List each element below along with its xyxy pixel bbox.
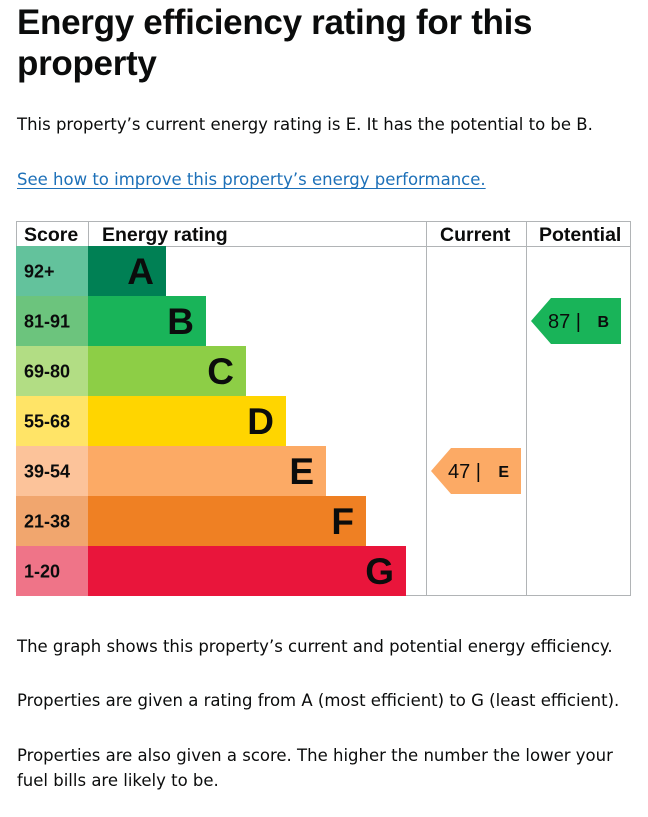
band-bar — [88, 396, 286, 446]
band-letter: F — [331, 501, 354, 542]
band-letter: B — [167, 301, 194, 342]
band-bar — [88, 346, 246, 396]
band-score-cell — [16, 296, 88, 346]
graph-description: The graph shows this property’s current … — [17, 637, 613, 656]
rating-summary: This property’s current energy rating is… — [17, 115, 593, 134]
current-rating-arrow: 47 | E — [431, 448, 521, 494]
potential-rating-arrow: 87 | B — [531, 298, 621, 344]
band-letter: G — [365, 551, 394, 592]
rating-arrow-letter: E — [498, 464, 509, 481]
band-score-label: 92+ — [24, 262, 55, 282]
header-potential: Potential — [539, 224, 621, 246]
band-g: 1-20 G — [16, 546, 406, 596]
band-c: 69-80 C — [16, 346, 246, 396]
header-score: Score — [24, 224, 78, 246]
chart-grid — [16, 221, 631, 596]
energy-rating-chart: Score Energy rating Current Potential 92… — [16, 221, 631, 596]
band-f: 21-38 F — [16, 496, 366, 546]
rating-bands: 92+ A 81-91 B 69-80 C 55-68 D 39-54 E 21-38 F 1-20 G — [16, 246, 406, 596]
band-score-cell — [16, 496, 88, 546]
band-letter: E — [289, 451, 314, 492]
band-score-cell — [16, 446, 88, 496]
band-b: 81-91 B — [16, 296, 206, 346]
rating-arrow-letter: B — [597, 314, 609, 331]
rating-description: Properties are given a rating from A (mo… — [17, 691, 620, 710]
band-score-label: 39-54 — [24, 462, 70, 482]
page-title: Energy efficiency rating for this proper… — [17, 3, 533, 83]
improve-energy-link[interactable]: See how to improve this property’s energ… — [17, 170, 486, 189]
band-a: 92+ A — [16, 246, 166, 296]
header-energy-rating: Energy rating — [102, 224, 228, 246]
rating-arrow-shape — [531, 298, 621, 344]
band-bar — [88, 246, 166, 296]
score-description: Properties are also given a score. The h… — [17, 746, 613, 790]
band-letter: A — [127, 251, 154, 292]
rating-arrow-score: 47 | — [448, 461, 481, 483]
band-score-label: 21-38 — [24, 512, 70, 532]
rating-arrow-shape — [431, 448, 521, 494]
header-current: Current — [440, 224, 511, 246]
band-score-cell — [16, 546, 88, 596]
band-score-label: 81-91 — [24, 312, 70, 332]
band-bar — [88, 296, 206, 346]
rating-arrow-score: 87 | — [548, 311, 581, 333]
band-score-label: 1-20 — [24, 562, 60, 582]
rating-arrows: 47 | E 87 | B — [431, 298, 621, 494]
band-d: 55-68 D — [16, 396, 286, 446]
band-bar — [88, 496, 366, 546]
band-score-cell — [16, 246, 88, 296]
band-bar — [88, 546, 406, 596]
band-bar — [88, 446, 326, 496]
band-letter: D — [247, 401, 274, 442]
band-e: 39-54 E — [16, 446, 326, 496]
band-score-cell — [16, 396, 88, 446]
band-score-cell — [16, 346, 88, 396]
band-letter: C — [207, 351, 234, 392]
band-score-label: 69-80 — [24, 362, 70, 382]
band-score-label: 55-68 — [24, 412, 70, 432]
